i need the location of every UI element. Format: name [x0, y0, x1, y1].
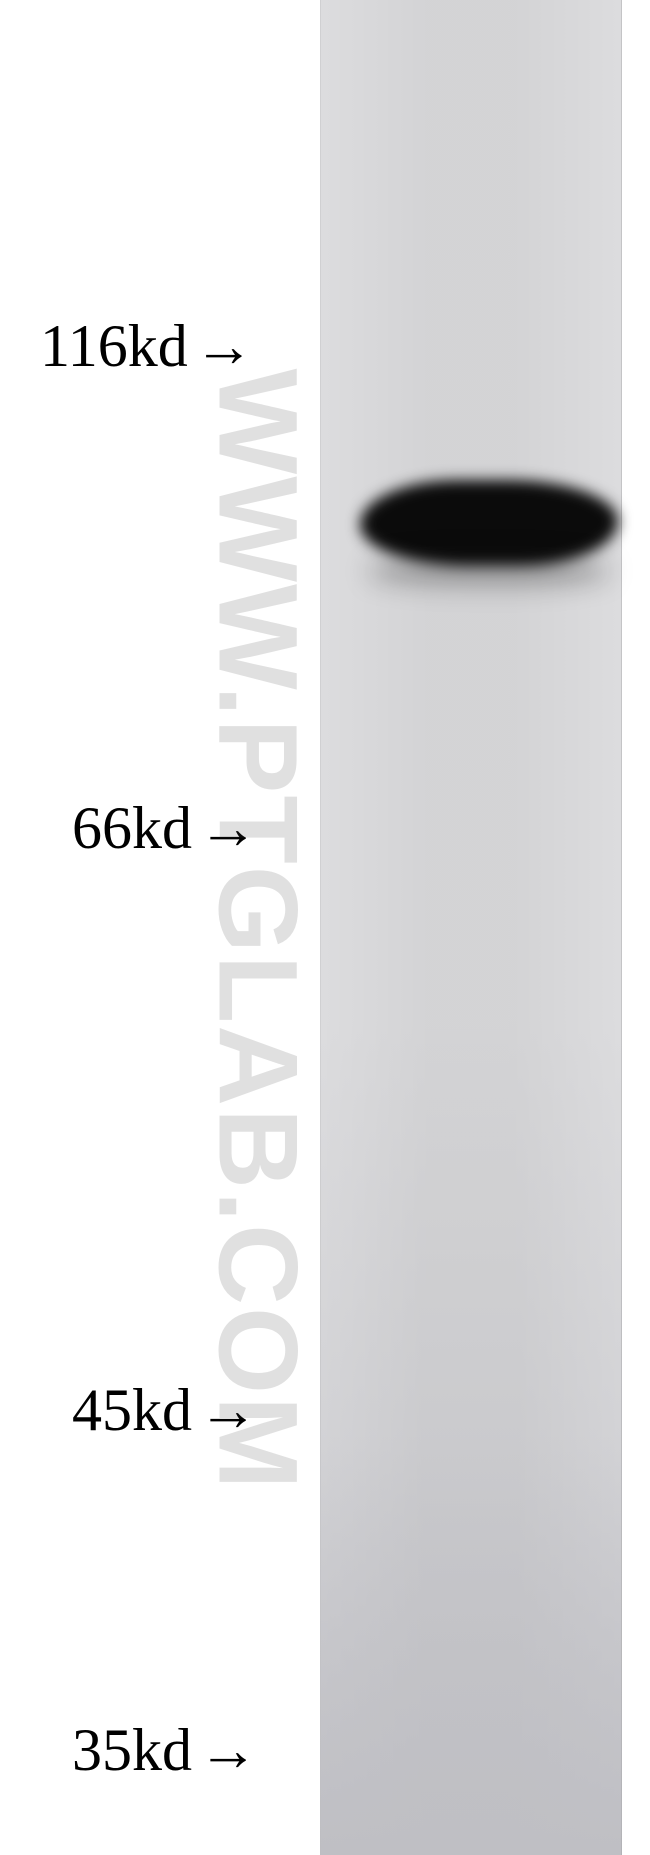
mw-marker: 66kd→: [72, 798, 258, 858]
arrow-right-icon: →: [194, 316, 254, 376]
mw-marker-label: 66kd: [72, 798, 192, 858]
mw-marker-label: 45kd: [72, 1380, 192, 1440]
arrow-right-icon: →: [198, 1380, 258, 1440]
western-blot-figure: 116kd→66kd→45kd→35kd→ WWW.PTGLAB.COM: [0, 0, 650, 1855]
primary-band: [360, 480, 618, 566]
watermark-text: WWW.PTGLAB.COM: [194, 369, 323, 1492]
blot-lane: [320, 0, 622, 1855]
mw-marker: 45kd→: [72, 1380, 258, 1440]
mw-marker: 116kd→: [40, 316, 254, 376]
lane-bottom-fade: [321, 1435, 621, 1855]
arrow-right-icon: →: [198, 798, 258, 858]
mw-marker: 35kd→: [72, 1720, 258, 1780]
mw-marker-label: 35kd: [72, 1720, 192, 1780]
mw-marker-label: 116kd: [40, 316, 188, 376]
primary-band-smear: [368, 558, 610, 584]
arrow-right-icon: →: [198, 1720, 258, 1780]
